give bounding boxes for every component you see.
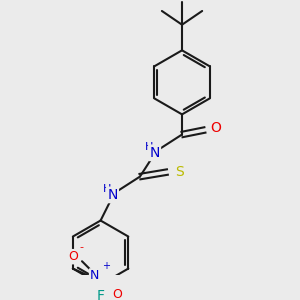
Text: N: N [149, 146, 160, 160]
Text: H: H [145, 142, 153, 152]
Text: +: + [102, 262, 110, 272]
Text: O: O [210, 121, 221, 135]
Text: O: O [68, 250, 78, 263]
Text: F: F [97, 290, 105, 300]
Text: O: O [112, 288, 122, 300]
Text: N: N [107, 188, 118, 202]
Text: N: N [90, 269, 100, 282]
Text: S: S [175, 165, 184, 179]
Text: H: H [103, 184, 111, 194]
Text: -: - [79, 242, 83, 252]
